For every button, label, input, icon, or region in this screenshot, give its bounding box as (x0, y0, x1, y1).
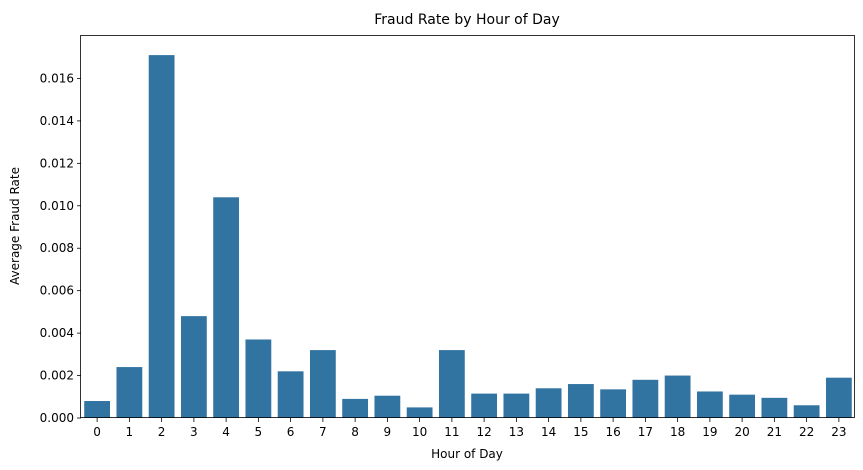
bar-hour-7 (309, 350, 336, 418)
x-tick-label: 4 (222, 425, 230, 439)
y-tick-label: 0.014 (40, 114, 74, 128)
y-tick-label: 0.004 (40, 326, 74, 340)
bar-hour-0 (84, 401, 111, 418)
bar-hour-10 (406, 407, 433, 418)
x-tick-label: 16 (605, 425, 620, 439)
y-tick-label: 0.002 (40, 369, 74, 383)
bar-hour-20 (729, 394, 756, 418)
bar-hour-14 (535, 388, 562, 418)
bar-hour-17 (632, 379, 659, 418)
x-tick-label: 21 (767, 425, 782, 439)
y-tick-label: 0.000 (40, 411, 74, 425)
x-tick-label: 13 (509, 425, 524, 439)
bar-hour-19 (696, 391, 723, 418)
bar-hour-3 (180, 316, 207, 418)
y-tick-label: 0.008 (40, 241, 74, 255)
y-tick-label: 0.006 (40, 284, 74, 298)
bar-hour-22 (793, 405, 820, 418)
bar-hour-9 (374, 395, 401, 418)
bar-hour-15 (567, 384, 594, 418)
x-tick-label: 1 (126, 425, 134, 439)
x-tick-label: 19 (702, 425, 717, 439)
bar-hour-12 (471, 393, 498, 418)
x-axis: 0 1 2 3 4 5 6 7 8 9 10 11 12 13 14 15 16 17 18 19 20 21 22 23 (93, 418, 847, 439)
x-tick-label: 17 (638, 425, 653, 439)
x-tick-label: 2 (158, 425, 166, 439)
bar-hour-6 (277, 371, 304, 418)
x-tick-label: 5 (255, 425, 263, 439)
x-tick-label: 22 (799, 425, 814, 439)
x-tick-label: 8 (351, 425, 359, 439)
bar-hour-4 (213, 197, 240, 418)
y-axis-label: Average Fraud Rate (8, 167, 22, 285)
bar-hour-13 (503, 393, 530, 418)
bar-hour-23 (825, 377, 852, 418)
x-tick-label: 3 (190, 425, 198, 439)
x-tick-label: 18 (670, 425, 685, 439)
bar-hour-1 (116, 367, 143, 418)
x-tick-label: 6 (287, 425, 295, 439)
x-tick-label: 0 (93, 425, 101, 439)
bar-hour-16 (600, 389, 627, 418)
y-tick-label: 0.016 (40, 71, 74, 85)
x-tick-label: 11 (444, 425, 459, 439)
x-tick-label: 14 (541, 425, 556, 439)
y-tick-label: 0.010 (40, 199, 74, 213)
y-tick-label: 0.012 (40, 156, 74, 170)
x-axis-label: Hour of Day (431, 447, 503, 461)
x-tick-label: 15 (573, 425, 588, 439)
bar-hour-21 (761, 397, 788, 418)
bar-hour-5 (245, 339, 272, 418)
bar-hour-8 (342, 398, 369, 418)
bars-group (84, 55, 852, 418)
x-tick-label: 23 (831, 425, 846, 439)
x-tick-label: 10 (412, 425, 427, 439)
chart-title: Fraud Rate by Hour of Day (374, 12, 560, 28)
y-axis: 0.000 0.002 0.004 0.006 0.008 0.010 0.012 0.014… (40, 71, 81, 425)
plot-frame (80, 35, 855, 418)
x-tick-label: 12 (476, 425, 491, 439)
x-tick-label: 20 (734, 425, 749, 439)
x-tick-label: 7 (319, 425, 327, 439)
bar-hour-11 (438, 350, 465, 418)
bar-hour-2 (148, 55, 175, 418)
x-tick-label: 9 (384, 425, 392, 439)
bar-hour-18 (664, 375, 691, 418)
